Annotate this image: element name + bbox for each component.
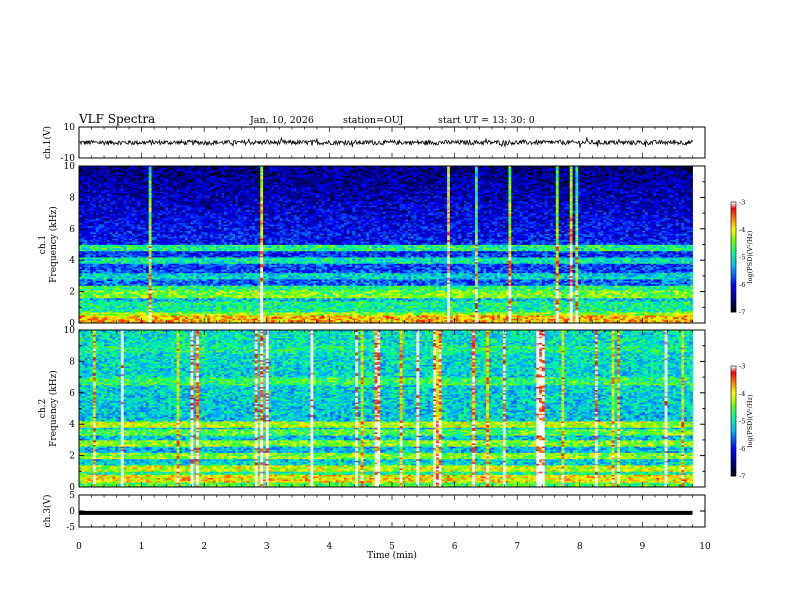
ch1-waveform-trace bbox=[79, 137, 693, 148]
start-time-label: start UT = 13: 30: 0 bbox=[438, 115, 535, 126]
y-axis-label: ch.1(V) bbox=[42, 126, 53, 159]
date-label: Jan. 10, 2026 bbox=[249, 115, 314, 126]
figure-title: VLF Spectra bbox=[78, 112, 155, 126]
station-label: station=OUJ bbox=[343, 115, 404, 126]
y-tick-label: 10 bbox=[64, 123, 76, 133]
